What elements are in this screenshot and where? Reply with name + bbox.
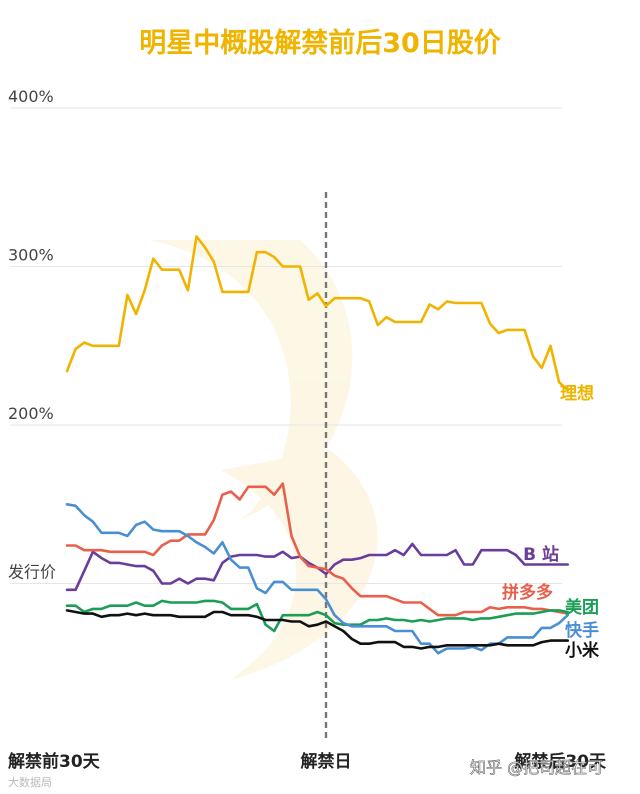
background-swirl-graphic [150,240,378,680]
series-label-2: 拼多多 [502,582,553,603]
chart-title: 明星中概股解禁前后30日股价 [139,27,502,59]
x-axis: 解禁前30天 解禁日 解禁后30天 [8,751,607,772]
y-tick-label-0: 400% [8,87,54,106]
series-line-0 [65,235,569,392]
y-tick-label-3: 发行价 [8,563,56,582]
series-line-2 [65,482,569,617]
series-line-3 [65,599,569,633]
y-tick-label-1: 300% [8,246,54,265]
series-label-3: 美团 [565,597,599,618]
series-label-0: 理想 [560,383,594,404]
series-label-5: 小米 [565,640,600,661]
series-label-1: B 站 [523,544,559,565]
series-line-4 [65,503,569,655]
series-group [65,235,569,655]
y-axis: 400% 300% 200% 发行价 [8,87,56,582]
zhihu-watermark: 知乎 @把司超在可 [470,758,603,777]
series-line-5 [65,609,569,650]
x-tick-label-1: 解禁日 [301,751,352,772]
corner-watermark: 大数据局 [8,775,52,789]
y-tick-label-2: 200% [8,404,54,423]
x-tick-label-0: 解禁前30天 [8,751,101,772]
series-label-4: 快手 [565,620,599,641]
x-tick-label-2: 解禁后30天 [514,751,607,772]
